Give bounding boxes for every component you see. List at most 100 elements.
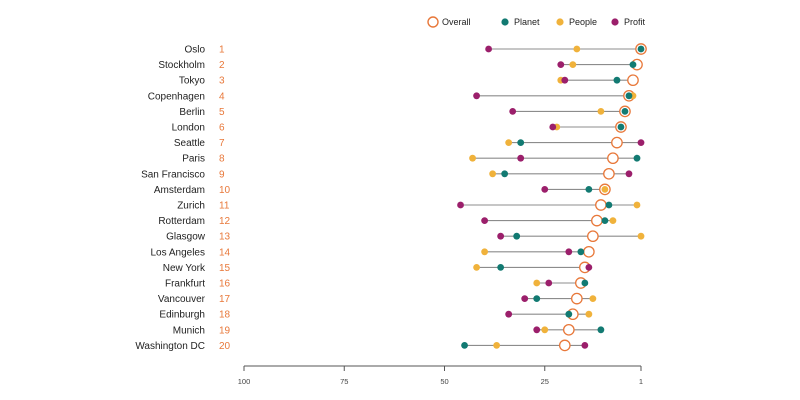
- legend: Overall Planet People Profit: [427, 16, 646, 28]
- tick-label: 100: [238, 377, 251, 386]
- legend-label-planet: Planet: [514, 17, 540, 27]
- profit-marker: [473, 92, 480, 100]
- people-marker: [609, 217, 617, 225]
- row-2: Stockholm 2: [158, 58, 643, 71]
- tick-label: 75: [340, 377, 348, 386]
- planet-marker: [597, 326, 605, 334]
- overall-marker: [587, 230, 599, 243]
- city-label: New York: [163, 263, 206, 274]
- row-6: London 6: [172, 121, 627, 134]
- rank-label: 15: [219, 263, 231, 274]
- legend-marker-planet: [501, 18, 509, 26]
- tick-label: 1: [639, 377, 643, 386]
- rank-label: 14: [219, 247, 231, 258]
- profit-marker: [497, 232, 505, 240]
- row-1: Oslo 1: [184, 43, 647, 56]
- overall-marker: [562, 323, 575, 336]
- planet-marker: [513, 232, 521, 240]
- city-label: San Francisco: [141, 169, 205, 180]
- rank-label: 10: [219, 185, 231, 196]
- row-17: Vancouver 17: [158, 292, 597, 305]
- row-9: San Francisco 9: [141, 167, 633, 180]
- legend-label-people: People: [569, 17, 597, 27]
- planet-marker: [617, 123, 625, 131]
- people-marker: [489, 170, 497, 178]
- profit-marker: [533, 326, 541, 334]
- x-axis: 100 75 50 25 1: [238, 365, 643, 386]
- profit-marker: [541, 186, 549, 193]
- profit-marker: [565, 248, 573, 256]
- row-13: Glasgow 13: [166, 230, 645, 243]
- planet-marker: [585, 186, 593, 193]
- people-marker: [481, 248, 489, 256]
- people-marker: [589, 295, 597, 302]
- planet-marker: [577, 248, 585, 256]
- rank-label: 11: [219, 201, 230, 212]
- rank-label: 13: [219, 232, 231, 243]
- rank-label: 6: [219, 123, 225, 134]
- planet-marker: [613, 76, 621, 84]
- row-18: Edinburgh 18: [159, 308, 593, 321]
- profit-marker: [585, 264, 593, 271]
- people-marker: [637, 232, 645, 240]
- row-14: Los Angeles 14: [151, 245, 595, 258]
- planet-marker: [629, 61, 637, 68]
- people-marker: [569, 61, 577, 68]
- row-12: Rotterdam 12: [158, 214, 617, 227]
- people-marker: [541, 326, 549, 334]
- rank-label: 19: [219, 325, 231, 336]
- overall-marker: [591, 214, 603, 227]
- profit-marker: [521, 295, 529, 302]
- city-label: Glasgow: [166, 232, 206, 243]
- city-label: Stockholm: [158, 60, 205, 71]
- planet-marker: [637, 45, 645, 53]
- rank-label: 4: [219, 91, 225, 102]
- rank-label: 5: [219, 107, 225, 118]
- city-label: Vancouver: [158, 294, 206, 305]
- row-3: Tokyo 3: [179, 74, 639, 87]
- planet-marker: [501, 170, 509, 178]
- city-label: Amsterdam: [154, 185, 205, 196]
- overall-marker: [603, 167, 615, 180]
- people-marker: [473, 264, 480, 271]
- profit-marker: [509, 108, 517, 115]
- planet-marker: [605, 201, 613, 209]
- row-16: Frankfurt 16: [165, 277, 589, 290]
- profit-marker: [505, 310, 513, 318]
- city-label: Berlin: [179, 107, 205, 118]
- legend-label-profit: Profit: [624, 17, 646, 27]
- rank-label: 2: [219, 60, 225, 71]
- people-marker: [601, 186, 609, 193]
- legend-marker-overall: [427, 16, 439, 28]
- row-20: Washington DC 20: [135, 339, 589, 352]
- city-label: Rotterdam: [158, 216, 205, 227]
- tick-label: 25: [541, 377, 549, 386]
- city-label: Frankfurt: [165, 279, 205, 290]
- people-marker: [573, 45, 581, 53]
- city-label: Tokyo: [179, 76, 206, 87]
- people-marker: [585, 310, 593, 318]
- city-label: Seattle: [174, 138, 206, 149]
- planet-marker: [633, 154, 641, 162]
- city-label: London: [172, 123, 205, 134]
- city-label: Zurich: [177, 201, 205, 212]
- overall-marker: [583, 245, 595, 258]
- planet-marker: [461, 342, 468, 349]
- people-marker: [493, 342, 501, 349]
- row-5: Berlin 5: [179, 105, 631, 118]
- planet-marker: [601, 217, 609, 225]
- row-4: Copenhagen 4: [148, 89, 637, 102]
- city-label: Edinburgh: [159, 310, 205, 321]
- rank-label: 18: [219, 310, 231, 321]
- planet-marker: [581, 279, 589, 287]
- row-7: Seattle 7: [174, 136, 645, 149]
- profit-marker: [549, 123, 557, 131]
- overall-marker: [570, 292, 583, 305]
- rank-label: 17: [219, 294, 231, 305]
- rank-label: 12: [219, 216, 231, 227]
- profit-marker: [545, 279, 553, 287]
- profit-marker: [517, 154, 525, 162]
- people-marker: [505, 139, 513, 147]
- profit-marker: [561, 76, 569, 84]
